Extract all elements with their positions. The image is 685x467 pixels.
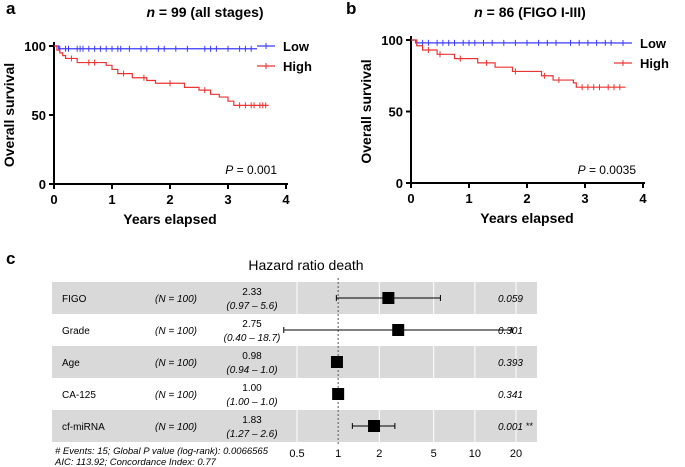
forest-footnote-1: # Events: 15; Global P value (log-rank):… (55, 446, 269, 457)
x-tick-label: 0 (50, 192, 57, 207)
forest-x-tick-label: 2 (376, 448, 382, 460)
km-plot-all-stages: 0 1 2 3 4 0 50 100 Years elapsed Overall survival… (1, 39, 312, 227)
y-tick-label: 50 (32, 108, 46, 123)
forest-p-value: 0.059 (498, 294, 523, 305)
forest-footnote-2: AIC: 113.92; Concordance Index: 0.77 (54, 457, 217, 467)
forest-variable-name: cf-miRNA (62, 422, 105, 433)
legend-label-high: High (640, 56, 669, 71)
forest-hr-marker (368, 420, 381, 432)
x-tick-label: 3 (581, 191, 588, 206)
y-tick-label: 100 (381, 33, 403, 48)
x-tick-label: 1 (465, 191, 472, 206)
forest-hr-marker (332, 388, 345, 400)
forest-ci-value: (0.40 – 18.7) (224, 333, 281, 344)
forest-hr-value: 2.75 (242, 319, 262, 330)
p-value-b: P = 0.0035 (578, 163, 637, 177)
km-curve-low (411, 39, 614, 44)
x-tick-label: 3 (224, 192, 231, 207)
panel-b-title: n = 86 (FIGO I-III) (474, 4, 586, 20)
forest-p-value: 0.393 (498, 358, 523, 369)
forest-title: Hazard ratio death (248, 257, 363, 273)
p-value-a: P = 0.001 (225, 163, 277, 177)
p-value-b-value: = 0.0035 (586, 163, 637, 177)
p-value-a-value: = 0.001 (233, 163, 277, 177)
forest-variable-name: FIGO (62, 294, 87, 305)
p-value-a-label: P (225, 163, 233, 177)
x-axis-title: Years elapsed (480, 210, 573, 226)
forest-x-tick-label: 1 (335, 448, 341, 460)
legend-label-high: High (283, 59, 312, 74)
panel-a-title-n: n (146, 4, 155, 20)
forest-hr-value: 1.00 (242, 383, 262, 394)
forest-ci-value: (0.94 – 1.0) (226, 365, 277, 376)
panel-a-title-rest: = 99 (all stages) (155, 4, 264, 20)
forest-ci-value: (1.00 – 1.0) (226, 397, 277, 408)
y-tick-label: 0 (39, 177, 46, 192)
forest-n-label: (N = 100) (155, 294, 197, 305)
forest-ci-value: (1.27 – 2.6) (226, 429, 277, 440)
forest-hr-value: 0.98 (242, 351, 262, 362)
forest-hr-value: 2.33 (242, 287, 262, 298)
legend-label-low: Low (640, 36, 667, 51)
legend-label-low: Low (283, 39, 310, 54)
forest-n-label: (N = 100) (155, 422, 197, 433)
forest-variable-name: Grade (62, 326, 90, 337)
forest-n-label: (N = 100) (155, 326, 197, 337)
forest-p-value: 0.341 (498, 390, 523, 401)
panel-a-letter: a (6, 0, 16, 18)
x-axis-title: Years elapsed (123, 211, 216, 227)
forest-n-label: (N = 100) (155, 358, 197, 369)
forest-variable-name: Age (62, 358, 80, 369)
x-tick-label: 0 (407, 191, 414, 206)
forest-row-band (52, 282, 537, 314)
forest-n-label: (N = 100) (155, 390, 197, 401)
x-tick-label: 2 (523, 191, 530, 206)
x-tick-label: 1 (108, 192, 115, 207)
forest-hr-marker (382, 292, 395, 304)
forest-hr-marker (392, 324, 405, 336)
forest-ci-value: (0.97 – 5.6) (226, 301, 277, 312)
forest-x-tick-label: 20 (510, 448, 522, 460)
panel-b-title-rest: = 86 (FIGO I-III) (483, 4, 586, 20)
y-axis-title: Overall survival (1, 63, 17, 167)
forest-variable-name: CA-125 (62, 390, 96, 401)
panel-b-title-n: n (474, 4, 483, 20)
x-tick-label: 4 (282, 192, 290, 207)
x-tick-label: 4 (639, 191, 647, 206)
p-value-b-label: P (578, 163, 586, 177)
km-curve-high (411, 39, 626, 88)
y-tick-label: 100 (24, 39, 46, 54)
forest-hr-value: 1.83 (242, 415, 262, 426)
km-curve-high (54, 45, 269, 106)
y-tick-label: 50 (389, 105, 403, 120)
forest-hr-marker (330, 356, 343, 368)
panel-b-letter: b (346, 0, 356, 18)
forest-plot: FIGO (N = 100) 2.33 (0.97 – 5.6) 0.059 Grade (… (52, 278, 537, 460)
km-plot-figo-i-iii: 0 1 2 3 4 0 50 100 Years elapsed Overall survival… (358, 33, 669, 226)
forest-x-tick-label: 5 (431, 448, 437, 460)
x-tick-label: 2 (166, 192, 173, 207)
panel-c-letter: c (6, 249, 15, 268)
forest-row-band (52, 410, 537, 442)
forest-significance: ** (526, 421, 534, 431)
panel-a-title: n = 99 (all stages) (146, 4, 263, 20)
y-axis-title: Overall survival (358, 59, 374, 163)
km-curve-low (54, 45, 257, 50)
forest-row-band (52, 346, 537, 378)
forest-p-value: 0.301 (498, 326, 523, 337)
y-tick-label: 0 (396, 176, 403, 191)
forest-x-tick-label: 0.5 (289, 448, 304, 460)
forest-x-tick-label: 10 (469, 448, 481, 460)
forest-p-value: 0.001 (498, 422, 523, 433)
